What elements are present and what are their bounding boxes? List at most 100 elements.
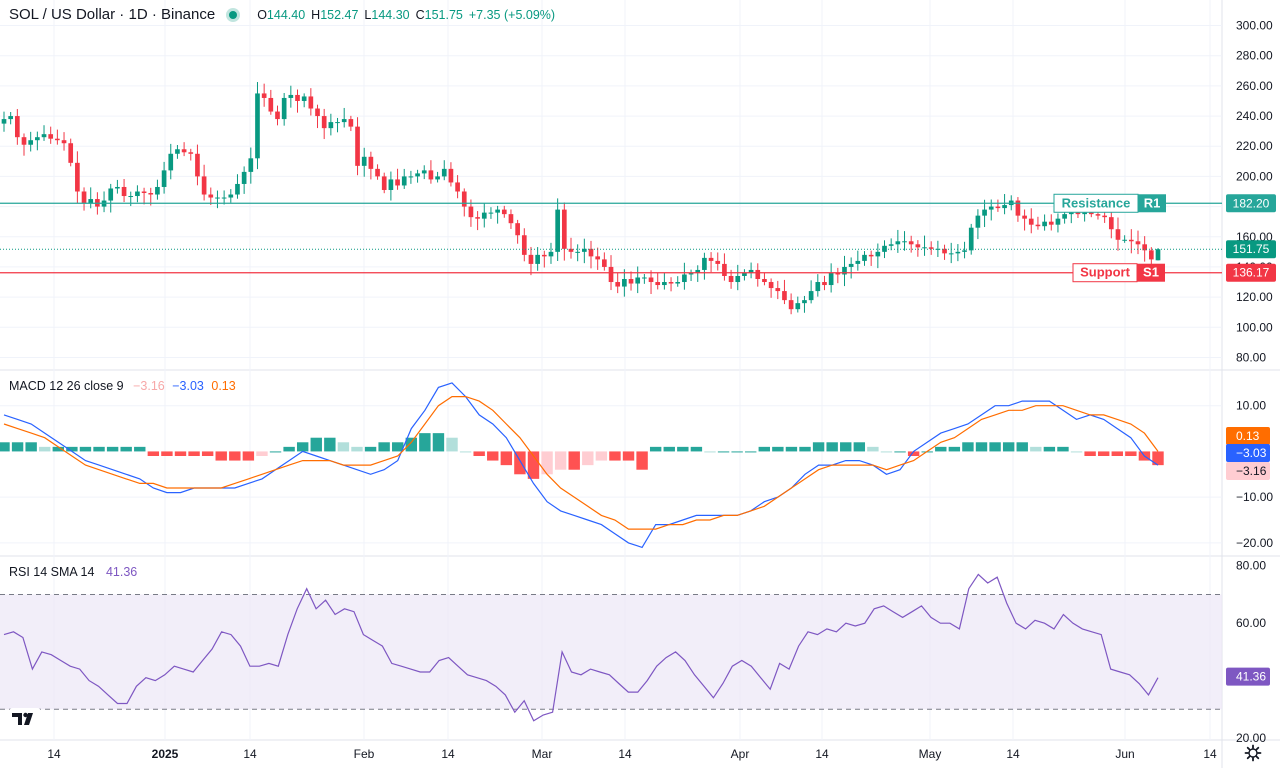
candle-body: [1082, 212, 1087, 215]
macd-histogram-bar: [826, 442, 838, 452]
symbol-title[interactable]: SOL / US Dollar · 1D · Binance: [9, 6, 216, 23]
signal-line: [3, 396, 1159, 530]
macd-histogram-bar: [147, 451, 160, 456]
macd-histogram-bar: [840, 442, 852, 452]
macd-histogram-bar: [134, 446, 146, 452]
candle-body: [728, 275, 734, 283]
macd-tick-label: −10.00: [1236, 490, 1273, 504]
candle-body: [855, 260, 861, 264]
candle-body: [141, 191, 147, 194]
macd-histogram-bar: [229, 451, 241, 461]
macd-histogram-bar: [745, 451, 757, 453]
r1-tag-box: [1138, 194, 1166, 213]
candle-body: [968, 227, 974, 251]
candle-body: [475, 217, 480, 219]
macd-histogram-bar: [636, 451, 648, 470]
candle-body: [642, 277, 647, 279]
macd-histogram-bar: [907, 451, 920, 456]
high-label: H: [311, 7, 321, 22]
macd-histogram-bar: [283, 446, 295, 452]
macd-tick-label: −20.00: [1236, 536, 1273, 550]
r1-tag: R1: [1144, 195, 1161, 210]
close-value: 151.75: [424, 7, 463, 22]
rsi-band: [0, 594, 1222, 710]
rsi-value: 41.36: [105, 565, 138, 579]
candle-body: [341, 119, 347, 123]
candle-body: [1088, 212, 1094, 215]
macd-histogram-bar: [201, 451, 214, 456]
last-price-badge: [1226, 240, 1276, 259]
candle-body: [221, 197, 227, 199]
candle-body: [335, 122, 340, 124]
candle-body: [128, 196, 134, 198]
rsi-title[interactable]: RSI 14 SMA 14 41.36: [9, 565, 137, 579]
candle-body: [495, 209, 500, 213]
candle-body: [535, 254, 540, 264]
macd-histogram-bar: [799, 446, 811, 452]
macd-histogram-bar: [1057, 446, 1069, 452]
price-tick-label: 300.00: [1236, 19, 1273, 33]
tradingview-logo-icon[interactable]: [9, 708, 41, 730]
close-label: C: [415, 7, 425, 22]
price-tick-label: 280.00: [1236, 49, 1273, 63]
macd-histogram-bar: [690, 446, 703, 452]
candle-body: [628, 279, 634, 284]
candle-body: [401, 176, 407, 186]
macd-histogram-bar: [812, 442, 825, 452]
rsi-name: RSI 14 SMA 14: [9, 565, 95, 579]
candle-body: [1102, 215, 1107, 218]
price-tick-label: 240.00: [1236, 109, 1273, 123]
candle-body: [955, 251, 961, 254]
candle-body: [695, 269, 701, 273]
macd-histogram-bar: [989, 442, 1001, 452]
macd-histogram-bar: [337, 442, 350, 452]
price-tick-label: 100.00: [1236, 320, 1273, 334]
macd-histogram-bar: [256, 451, 268, 456]
candle-body: [742, 272, 747, 276]
candle-body: [181, 149, 187, 153]
time-tick-label: 14: [47, 747, 61, 761]
candle-body: [615, 282, 621, 287]
candle-body: [748, 269, 754, 273]
candle-body: [862, 254, 867, 261]
macd-histogram-bar: [704, 451, 716, 453]
candle-body: [521, 235, 527, 255]
candle-body: [922, 247, 927, 249]
candle-body: [688, 272, 694, 275]
candle-body: [328, 122, 334, 129]
macd-signal-badge-text: 0.13: [1236, 429, 1260, 443]
macd-histogram-bar: [242, 451, 255, 461]
macd-histogram-bar: [310, 437, 322, 452]
time-tick-label: Mar: [532, 747, 553, 761]
candle-body: [288, 94, 294, 98]
rsi-badge-text: 41.36: [1236, 670, 1266, 684]
candle-body: [908, 241, 914, 245]
candle-body: [622, 279, 627, 287]
candle-body: [902, 241, 907, 243]
candle-body: [635, 277, 641, 284]
low-value: 144.30: [371, 7, 410, 22]
settings-gear-icon[interactable]: [1244, 744, 1262, 762]
candle-body: [1048, 221, 1054, 225]
macd-histogram-bar: [500, 451, 513, 466]
candle-body: [268, 97, 274, 112]
resistance-label: Resistance: [1062, 195, 1131, 210]
candle-body: [795, 303, 801, 310]
macd-histogram-bar: [392, 442, 404, 452]
candle-body: [561, 209, 567, 249]
candle-body: [121, 186, 127, 197]
candle-body: [108, 188, 114, 201]
candle-body: [1115, 229, 1121, 240]
change-value: +7.35 (+5.09%): [468, 7, 556, 22]
macd-title[interactable]: MACD 12 26 close 9 −3.16 −3.03 0.13: [9, 379, 236, 393]
candle-body: [295, 94, 300, 101]
time-tick-label: 14: [815, 747, 829, 761]
candle-body: [755, 269, 761, 280]
candle-body: [1062, 214, 1067, 219]
candle-body: [928, 247, 934, 249]
macd-histogram-bar: [962, 442, 974, 452]
macd-histogram-bar: [188, 451, 200, 456]
candle-body: [115, 186, 120, 189]
candle-body: [75, 162, 80, 192]
